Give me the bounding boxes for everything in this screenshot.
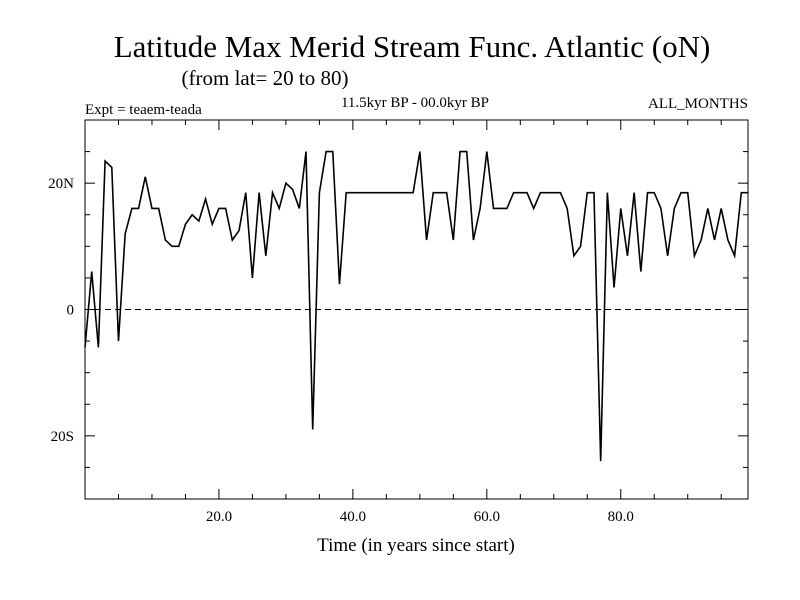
chart-title: Latitude Max Merid Stream Func. Atlantic…: [114, 29, 711, 64]
experiment-label: Expt = teaem-teada: [85, 102, 202, 118]
series-line: [84, 150, 748, 462]
x-tick-label: 20.0: [206, 509, 232, 525]
x-tick-label: 40.0: [340, 509, 366, 525]
months-label: ALL_MONTHS: [648, 96, 748, 112]
x-axis-label: Time (in years since start): [317, 535, 515, 556]
y-axis-ticks: 20N 0 20S: [48, 176, 748, 445]
x-tick-label: 80.0: [608, 509, 634, 525]
y-tick-label: 20S: [51, 429, 74, 445]
x-axis-ticks: 20.0 40.0 60.0 80.0: [206, 120, 634, 525]
chart-subtitle: (from lat= 20 to 80): [182, 66, 349, 90]
period-label: 11.5kyr BP - 00.0kyr BP: [341, 95, 489, 111]
y-tick-label: 20N: [48, 176, 74, 192]
x-tick-label: 60.0: [474, 509, 500, 525]
y-tick-label: 0: [67, 303, 75, 319]
minor-ticks: [85, 120, 748, 499]
